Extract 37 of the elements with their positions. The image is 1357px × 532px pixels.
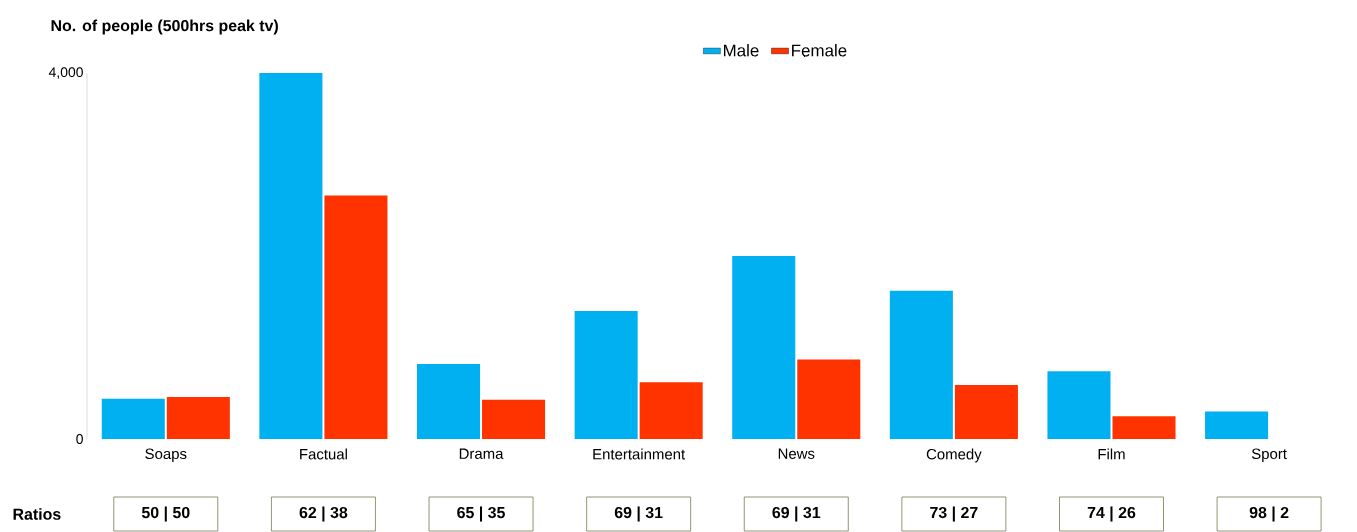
text: 98 | 2 xyxy=(1249,506,1289,522)
bar xyxy=(1112,416,1176,439)
bar xyxy=(259,73,323,439)
bar xyxy=(574,310,638,439)
text: 74 | 26 xyxy=(1087,506,1136,522)
x-tick-label: Film xyxy=(1098,448,1125,460)
x-tick-label: Sport xyxy=(1251,448,1287,463)
text: Ratios xyxy=(13,508,61,520)
bar xyxy=(639,382,703,439)
text: 62 | 38 xyxy=(299,506,348,522)
x-tick-label: News xyxy=(778,448,815,459)
text: 73 | 27 xyxy=(930,506,978,522)
bar xyxy=(482,399,546,439)
text: 69 | 31 xyxy=(614,506,663,522)
bar xyxy=(732,256,796,439)
legend-label: Male xyxy=(723,44,759,57)
bar xyxy=(797,359,861,439)
bar xyxy=(889,290,953,439)
text: 50 | 50 xyxy=(141,506,190,522)
text: 65 | 35 xyxy=(457,506,505,522)
bar xyxy=(416,363,481,439)
bar xyxy=(1205,411,1269,439)
bar xyxy=(324,195,388,439)
y-axis-title: No. of people (500hrs peak tv) xyxy=(51,19,278,35)
y-tick-label: 4,000 xyxy=(48,67,83,79)
y-tick-label: 0 xyxy=(76,434,83,444)
text: 69 | 31 xyxy=(772,506,821,522)
bar xyxy=(166,396,230,439)
legend-label: Female xyxy=(792,44,847,57)
x-tick-label: Drama xyxy=(459,448,504,459)
x-tick-label: Entertainment xyxy=(593,448,686,460)
x-tick-label: Soaps xyxy=(145,448,187,463)
x-tick-label: Factual xyxy=(300,448,347,460)
bar xyxy=(954,385,1018,439)
x-tick-label: Comedy xyxy=(926,448,982,463)
bar xyxy=(1047,371,1111,439)
bar xyxy=(101,398,165,439)
